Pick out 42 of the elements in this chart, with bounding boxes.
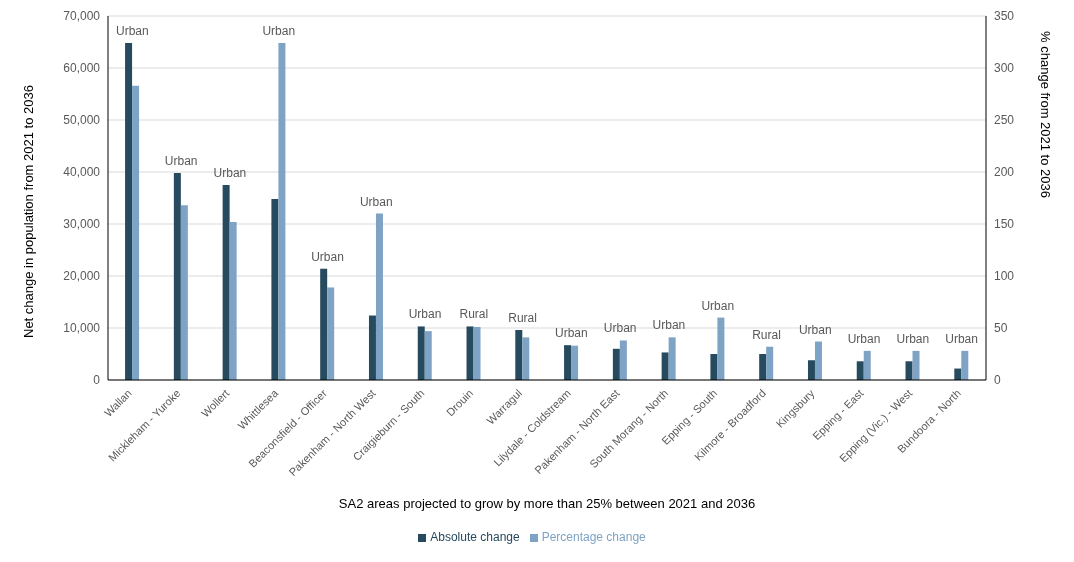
- annotation: Urban: [213, 166, 247, 180]
- y-tick-label: 70,000: [63, 9, 101, 24]
- annotation: Urban: [798, 322, 832, 337]
- y-tick-label: 40,000: [63, 165, 101, 180]
- annotation: Urban: [847, 331, 881, 346]
- y2-tick-label: 300: [994, 61, 1015, 76]
- annotation: Urban: [359, 194, 393, 209]
- bar: [375, 213, 383, 380]
- annotation: Rural: [508, 311, 537, 326]
- bar: [961, 350, 969, 380]
- y-tick-label: 30,000: [63, 217, 101, 232]
- y2-tick-label: 0: [994, 373, 1001, 388]
- y2-tick-label: 150: [994, 217, 1015, 232]
- annotation: Urban: [164, 154, 198, 169]
- annotation: Urban: [262, 24, 296, 39]
- y2-tick-label: 50: [994, 321, 1008, 336]
- y2-tick-label: 350: [994, 9, 1015, 24]
- x-axis-title: SA2 areas projected to grow by more than 25% between 2021 and 2036: [338, 496, 756, 511]
- annotation: Rural: [752, 327, 781, 342]
- y2-tick-label: 100: [994, 269, 1015, 284]
- annotation: Urban: [408, 307, 442, 322]
- annotation: Urban: [603, 321, 637, 336]
- legend-label: Absolute change: [430, 530, 520, 544]
- y-tick-label: 10,000: [63, 321, 101, 336]
- annotation: Urban: [555, 326, 588, 341]
- annotation: Urban: [311, 249, 344, 264]
- y2-tick-label: 250: [994, 113, 1015, 128]
- y-tick-label: 0: [93, 373, 101, 388]
- legend-label: Percentage change: [541, 530, 646, 544]
- annotation: Urban: [945, 331, 978, 346]
- y2-axis-title: % change from 2021 to 2036: [1038, 31, 1054, 198]
- bar: [717, 317, 725, 380]
- annotation: Urban: [896, 331, 930, 346]
- y-tick-label: 50,000: [63, 113, 101, 128]
- y2-tick-label: 200: [994, 165, 1015, 180]
- annotation: Rural: [459, 307, 489, 322]
- annotation: Urban: [116, 24, 149, 39]
- y-tick-label: 60,000: [63, 61, 101, 76]
- y-tick-label: 20,000: [63, 269, 101, 284]
- annotation: Urban: [701, 298, 735, 313]
- annotation: Urban: [652, 318, 686, 333]
- y-axis-title: Net change in population from 2021 to 2036: [20, 85, 36, 338]
